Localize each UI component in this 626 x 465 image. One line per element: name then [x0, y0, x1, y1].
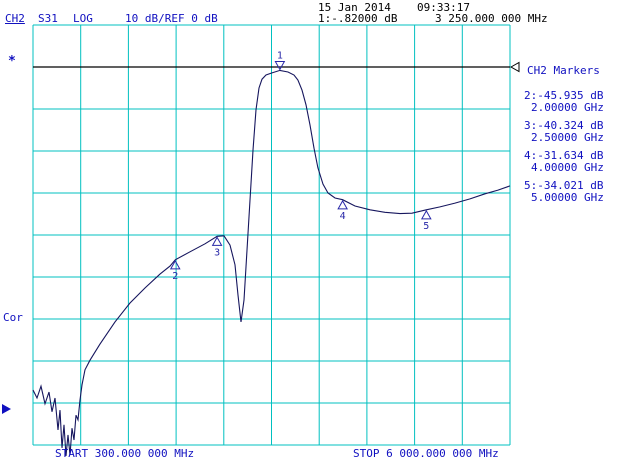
markers-panel-title: CH2 Markers	[527, 64, 600, 77]
format-label: LOG	[73, 12, 93, 25]
marker-frequency: 2.00000 GHz	[531, 101, 604, 114]
left-edge-pointer-icon	[2, 404, 11, 414]
marker-number: 4	[340, 211, 346, 222]
correction-label: Cor	[3, 311, 23, 324]
marker-value: 4:-31.634 dB	[524, 149, 604, 162]
marker-value: 3:-40.324 dB	[524, 119, 604, 132]
marker-number: 5	[423, 221, 429, 232]
date-label: 15 Jan 2014	[318, 1, 391, 14]
graticule-grid	[32, 24, 511, 446]
active-marker-triangle-icon	[274, 60, 286, 71]
marker-triangle-icon	[420, 209, 432, 220]
trace-markers: 1 2 3 4 5	[169, 50, 432, 282]
reference-level-layer	[33, 61, 520, 73]
marker-number: 2	[172, 271, 178, 282]
marker-number: 1	[277, 50, 283, 61]
trace-s31	[32, 69, 511, 456]
start-frequency-label: START 300.000 000 MHz	[55, 447, 195, 460]
scale-label: 10 dB/REF 0 dB	[125, 12, 218, 25]
marker-frequency: 5.00000 GHz	[531, 191, 604, 204]
marker-frequency: 4.00000 GHz	[531, 161, 604, 174]
channel-label: CH2	[5, 12, 25, 25]
s-parameter-label: S31	[38, 12, 58, 25]
marker-number: 3	[214, 247, 220, 258]
sweep-indicator: *	[8, 54, 16, 69]
time-label: 09:33:17	[417, 1, 470, 14]
marker-value: 2:-45.935 dB	[524, 89, 604, 102]
marker-value: 5:-34.021 dB	[524, 179, 604, 192]
marker-triangle-icon	[337, 199, 348, 210]
stop-frequency-label: STOP 6 000.000 000 MHz	[353, 447, 499, 460]
marker-triangle-icon	[169, 259, 181, 270]
marker-frequency: 2.50000 GHz	[531, 131, 604, 144]
active-marker-stimulus: 3 250.000 000 MHz	[435, 12, 548, 25]
reference-level-pointer-icon	[509, 61, 520, 73]
marker-triangle-icon	[211, 236, 223, 246]
active-marker-readout: 1:-.82000 dB	[318, 12, 398, 25]
